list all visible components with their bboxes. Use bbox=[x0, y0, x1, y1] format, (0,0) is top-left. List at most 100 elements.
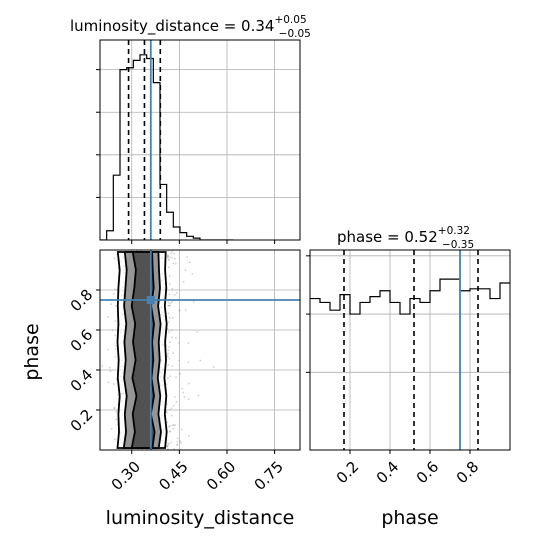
sample-point bbox=[167, 312, 170, 315]
x-tick-label-luminosity-distance: 0.75 bbox=[251, 458, 287, 494]
sample-point bbox=[110, 303, 112, 305]
sample-point bbox=[168, 293, 171, 296]
sample-point bbox=[167, 349, 170, 352]
sample-point bbox=[174, 262, 177, 265]
joint-truth-marker bbox=[146, 296, 155, 304]
h1-frame bbox=[99, 39, 301, 241]
sample-point bbox=[187, 398, 190, 401]
sample-point bbox=[169, 304, 172, 307]
x-tick-label-phase: 0.4 bbox=[373, 458, 403, 488]
sample-point bbox=[165, 411, 168, 414]
sample-point bbox=[167, 256, 170, 259]
sample-point bbox=[167, 258, 170, 261]
sample-point bbox=[113, 407, 116, 410]
sample-point bbox=[171, 250, 174, 253]
h2-histogram bbox=[310, 278, 510, 315]
sample-point bbox=[168, 430, 171, 433]
sample-point bbox=[117, 393, 119, 396]
sample-point bbox=[115, 344, 118, 347]
sample-point bbox=[166, 444, 169, 447]
sample-point bbox=[168, 341, 171, 344]
sample-point bbox=[188, 382, 190, 385]
sample-point bbox=[168, 425, 170, 428]
sample-point bbox=[168, 316, 171, 319]
sample-point bbox=[112, 293, 115, 295]
sample-point bbox=[166, 255, 169, 258]
sample-point bbox=[169, 302, 172, 305]
sample-point bbox=[171, 424, 174, 427]
sample-point bbox=[175, 291, 178, 294]
sample-point bbox=[113, 257, 116, 260]
sample-point bbox=[175, 376, 177, 379]
sample-point bbox=[191, 272, 194, 275]
sample-point bbox=[101, 364, 104, 367]
sample-point bbox=[183, 396, 186, 399]
sample-point bbox=[170, 407, 173, 410]
x-tick-label-phase: 0.2 bbox=[333, 458, 363, 488]
x-tick-label-luminosity-distance: 0.30 bbox=[108, 458, 144, 494]
sample-point bbox=[176, 440, 179, 443]
sample-point bbox=[167, 301, 170, 304]
sample-point bbox=[171, 301, 173, 304]
sample-point bbox=[187, 361, 190, 364]
sample-point bbox=[184, 308, 187, 311]
sample-point bbox=[111, 329, 114, 332]
sample-point bbox=[165, 383, 168, 386]
sample-point bbox=[168, 304, 170, 307]
sample-point bbox=[172, 262, 175, 265]
sample-point bbox=[184, 269, 187, 272]
sample-point bbox=[172, 427, 175, 430]
sample-point bbox=[199, 359, 202, 362]
sample-point bbox=[167, 321, 170, 324]
sample-point bbox=[114, 334, 117, 337]
sample-point bbox=[114, 438, 116, 441]
sample-point bbox=[170, 329, 173, 331]
sample-point bbox=[176, 437, 179, 440]
x-axis-label-phase: phase bbox=[381, 507, 438, 529]
y-tick-label-phase: 0.6 bbox=[67, 326, 97, 356]
sample-point bbox=[167, 304, 170, 307]
sample-point bbox=[168, 346, 171, 349]
sample-point bbox=[109, 370, 112, 373]
sample-point bbox=[176, 443, 179, 446]
joint-frame bbox=[99, 249, 301, 451]
sample-point bbox=[197, 394, 200, 397]
sample-point bbox=[175, 401, 178, 403]
sample-point bbox=[114, 348, 117, 350]
sample-point bbox=[178, 309, 181, 312]
sample-point bbox=[188, 261, 191, 264]
sample-point bbox=[167, 442, 169, 445]
sample-point bbox=[212, 366, 215, 368]
sample-point bbox=[169, 283, 171, 285]
sample-point bbox=[179, 440, 181, 442]
sample-point bbox=[168, 425, 171, 427]
sample-point bbox=[187, 342, 190, 345]
sample-point bbox=[171, 257, 173, 259]
sample-point bbox=[166, 254, 169, 257]
sample-point bbox=[167, 355, 169, 358]
sample-point bbox=[170, 414, 173, 417]
sample-point bbox=[171, 316, 174, 319]
sample-point bbox=[168, 357, 171, 360]
sample-point bbox=[181, 387, 184, 390]
h2-background bbox=[310, 250, 510, 450]
sample-point bbox=[114, 355, 117, 358]
sample-point bbox=[114, 288, 117, 291]
title-luminosity-distance: luminosity_distance = 0.34+0.05 −0.05 bbox=[70, 14, 311, 40]
sample-point bbox=[114, 320, 117, 323]
sample-point bbox=[166, 445, 169, 448]
sample-point bbox=[182, 391, 185, 394]
h2-frame bbox=[309, 249, 511, 451]
sample-point bbox=[182, 280, 185, 283]
sample-point bbox=[173, 252, 176, 255]
sample-point bbox=[113, 407, 116, 409]
sample-point bbox=[174, 337, 177, 339]
x-tick-label-luminosity-distance: 0.45 bbox=[155, 458, 191, 494]
sample-point bbox=[169, 375, 172, 378]
joint-density-panel bbox=[96, 249, 301, 454]
sample-point bbox=[173, 257, 176, 260]
sample-point bbox=[115, 410, 118, 413]
sample-point bbox=[171, 287, 174, 290]
sample-point bbox=[186, 256, 189, 258]
